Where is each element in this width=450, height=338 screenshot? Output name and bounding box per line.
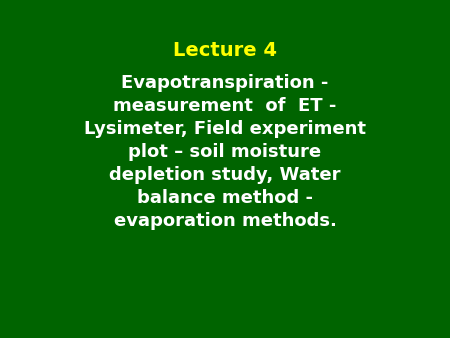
- Text: Lecture 4: Lecture 4: [173, 41, 277, 59]
- Text: Evapotranspiration -
measurement  of  ET -
Lysimeter, Field experiment
plot – so: Evapotranspiration - measurement of ET -…: [84, 74, 366, 230]
